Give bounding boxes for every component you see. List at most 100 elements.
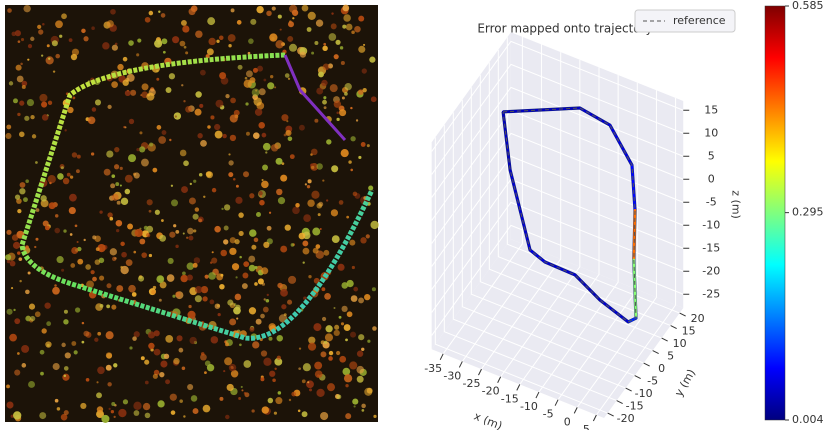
cloud-point bbox=[353, 287, 358, 292]
cloud-point bbox=[193, 180, 196, 183]
cloud-point bbox=[323, 43, 326, 46]
cloud-point bbox=[34, 246, 36, 248]
cloud-point bbox=[84, 239, 86, 241]
cloud-point bbox=[311, 166, 314, 169]
cloud-point bbox=[318, 213, 321, 216]
cloud-point bbox=[199, 173, 203, 177]
cloud-point bbox=[295, 203, 299, 207]
cloud-point bbox=[10, 261, 16, 267]
cloud-point bbox=[338, 264, 345, 271]
cloud-point bbox=[235, 305, 240, 310]
cloud-point bbox=[30, 316, 35, 321]
cloud-point bbox=[350, 169, 353, 172]
y-tick-label: -15 bbox=[626, 400, 644, 413]
cloud-point bbox=[96, 381, 98, 383]
cloud-point bbox=[187, 274, 193, 280]
cloud-point bbox=[332, 235, 340, 243]
cloud-point bbox=[329, 351, 333, 355]
cloud-point bbox=[28, 44, 32, 48]
cloud-point bbox=[289, 399, 291, 401]
cloud-point bbox=[199, 104, 203, 108]
cloud-point bbox=[261, 181, 269, 189]
cloud-point bbox=[20, 182, 26, 188]
cloud-point bbox=[173, 224, 176, 227]
z-tick-label: 15 bbox=[704, 103, 718, 116]
cloud-point bbox=[266, 299, 270, 303]
cloud-point bbox=[358, 298, 364, 304]
cloud-point bbox=[218, 313, 221, 316]
cloud-point bbox=[200, 140, 207, 147]
cloud-point bbox=[291, 243, 295, 247]
cloud-point bbox=[248, 256, 255, 263]
cloud-point bbox=[367, 388, 373, 394]
cloud-point bbox=[53, 363, 60, 370]
cloud-point bbox=[183, 415, 185, 417]
cloud-point bbox=[195, 207, 199, 211]
cloud-point bbox=[161, 219, 164, 222]
cloud-point bbox=[272, 6, 276, 10]
cloud-point bbox=[243, 171, 249, 177]
z-tick-label: -5 bbox=[706, 195, 717, 208]
cloud-point bbox=[220, 250, 227, 257]
cloud-point bbox=[347, 311, 353, 317]
cloud-point bbox=[147, 199, 153, 205]
cloud-point bbox=[187, 228, 194, 235]
cloud-point bbox=[184, 46, 187, 49]
cloud-point bbox=[346, 216, 349, 219]
cloud-point bbox=[227, 300, 233, 306]
cloud-point bbox=[13, 411, 21, 419]
x-tick-label: 0 bbox=[564, 415, 571, 428]
cloud-point bbox=[59, 35, 62, 38]
cloud-point bbox=[169, 73, 175, 79]
cloud-point bbox=[75, 224, 78, 227]
cloud-point bbox=[239, 231, 244, 236]
cloud-point bbox=[197, 133, 202, 138]
cloud-point bbox=[166, 87, 172, 93]
cloud-point bbox=[325, 333, 333, 341]
cloud-point bbox=[344, 324, 351, 331]
cloud-point bbox=[23, 5, 30, 12]
cloud-point bbox=[285, 130, 291, 136]
cloud-point bbox=[120, 167, 123, 170]
cloud-point bbox=[326, 139, 331, 144]
cloud-point bbox=[175, 115, 177, 117]
cloud-point bbox=[321, 287, 325, 291]
cloud-point bbox=[361, 409, 364, 412]
cloud-point bbox=[139, 131, 142, 134]
cloud-point bbox=[195, 91, 201, 97]
cloud-point bbox=[106, 283, 111, 288]
cloud-point bbox=[254, 238, 259, 243]
cloud-point bbox=[181, 84, 183, 86]
cloud-point bbox=[18, 40, 21, 43]
cloud-point bbox=[159, 372, 164, 377]
cloud-point bbox=[117, 201, 121, 205]
cloud-point bbox=[358, 16, 364, 22]
cloud-point bbox=[193, 408, 199, 414]
cloud-point bbox=[341, 61, 345, 65]
cloud-point bbox=[142, 83, 149, 90]
cloud-point bbox=[82, 341, 85, 344]
cloud-point bbox=[6, 125, 11, 130]
cloud-point bbox=[224, 204, 230, 210]
cloud-point bbox=[219, 72, 226, 79]
cloud-point bbox=[271, 144, 278, 151]
cloud-point bbox=[19, 280, 21, 282]
cloud-point bbox=[249, 265, 256, 272]
cloud-point bbox=[235, 294, 242, 301]
cloud-point bbox=[208, 38, 215, 45]
cloud-point bbox=[316, 244, 321, 249]
cloud-point bbox=[190, 183, 192, 185]
cloud-point bbox=[337, 394, 342, 399]
cloud-point bbox=[15, 195, 20, 200]
cloud-point bbox=[167, 274, 175, 282]
cloud-point bbox=[249, 327, 254, 332]
cloud-point bbox=[229, 248, 236, 255]
cloud-point bbox=[267, 294, 269, 296]
cloud-point bbox=[54, 284, 57, 287]
cloud-point bbox=[280, 29, 282, 31]
cloud-point bbox=[331, 23, 337, 29]
cloud-point bbox=[157, 400, 164, 407]
cloud-point bbox=[311, 52, 314, 55]
cloud-point bbox=[41, 195, 47, 201]
cloud-point bbox=[299, 125, 305, 131]
